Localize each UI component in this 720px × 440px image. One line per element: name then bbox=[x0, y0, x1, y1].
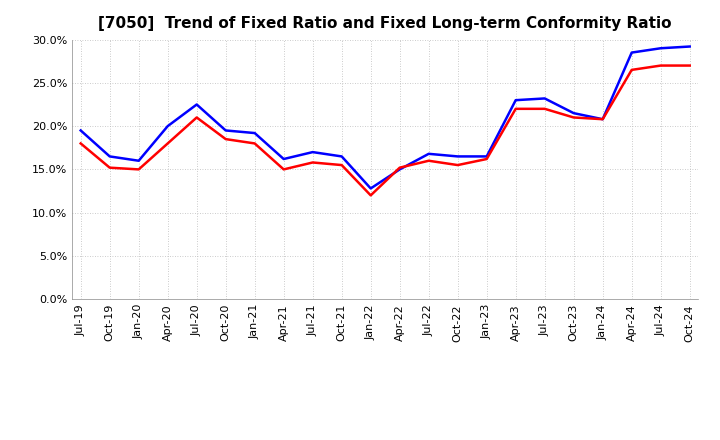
Fixed Long-term Conformity Ratio bbox=[105, 165, 114, 170]
Fixed Ratio bbox=[570, 110, 578, 116]
Fixed Long-term Conformity Ratio bbox=[192, 115, 201, 120]
Title: [7050]  Trend of Fixed Ratio and Fixed Long-term Conformity Ratio: [7050] Trend of Fixed Ratio and Fixed Lo… bbox=[99, 16, 672, 32]
Fixed Long-term Conformity Ratio bbox=[598, 117, 607, 122]
Fixed Long-term Conformity Ratio bbox=[424, 158, 433, 163]
Line: Fixed Ratio: Fixed Ratio bbox=[81, 47, 690, 188]
Fixed Long-term Conformity Ratio bbox=[685, 63, 694, 68]
Fixed Ratio bbox=[338, 154, 346, 159]
Fixed Ratio bbox=[627, 50, 636, 55]
Fixed Long-term Conformity Ratio bbox=[627, 67, 636, 73]
Fixed Ratio bbox=[163, 124, 172, 129]
Fixed Long-term Conformity Ratio bbox=[541, 106, 549, 111]
Fixed Ratio bbox=[511, 98, 520, 103]
Fixed Long-term Conformity Ratio bbox=[570, 115, 578, 120]
Fixed Long-term Conformity Ratio bbox=[366, 193, 375, 198]
Fixed Ratio bbox=[192, 102, 201, 107]
Fixed Long-term Conformity Ratio bbox=[657, 63, 665, 68]
Fixed Ratio bbox=[454, 154, 462, 159]
Fixed Long-term Conformity Ratio bbox=[76, 141, 85, 146]
Fixed Ratio bbox=[395, 167, 404, 172]
Fixed Long-term Conformity Ratio bbox=[395, 165, 404, 170]
Fixed Long-term Conformity Ratio bbox=[251, 141, 259, 146]
Line: Fixed Long-term Conformity Ratio: Fixed Long-term Conformity Ratio bbox=[81, 66, 690, 195]
Fixed Ratio bbox=[279, 156, 288, 161]
Fixed Ratio bbox=[366, 186, 375, 191]
Fixed Long-term Conformity Ratio bbox=[135, 167, 143, 172]
Fixed Ratio bbox=[105, 154, 114, 159]
Fixed Long-term Conformity Ratio bbox=[511, 106, 520, 111]
Fixed Long-term Conformity Ratio bbox=[279, 167, 288, 172]
Fixed Ratio bbox=[251, 130, 259, 136]
Fixed Ratio bbox=[221, 128, 230, 133]
Fixed Ratio bbox=[685, 44, 694, 49]
Fixed Long-term Conformity Ratio bbox=[338, 162, 346, 168]
Fixed Long-term Conformity Ratio bbox=[482, 156, 491, 161]
Fixed Long-term Conformity Ratio bbox=[308, 160, 317, 165]
Fixed Ratio bbox=[541, 96, 549, 101]
Fixed Ratio bbox=[308, 150, 317, 155]
Fixed Ratio bbox=[482, 154, 491, 159]
Fixed Long-term Conformity Ratio bbox=[454, 162, 462, 168]
Fixed Long-term Conformity Ratio bbox=[221, 136, 230, 142]
Fixed Ratio bbox=[76, 128, 85, 133]
Fixed Ratio bbox=[135, 158, 143, 163]
Fixed Ratio bbox=[657, 46, 665, 51]
Fixed Long-term Conformity Ratio bbox=[163, 141, 172, 146]
Fixed Ratio bbox=[598, 117, 607, 122]
Fixed Ratio bbox=[424, 151, 433, 157]
